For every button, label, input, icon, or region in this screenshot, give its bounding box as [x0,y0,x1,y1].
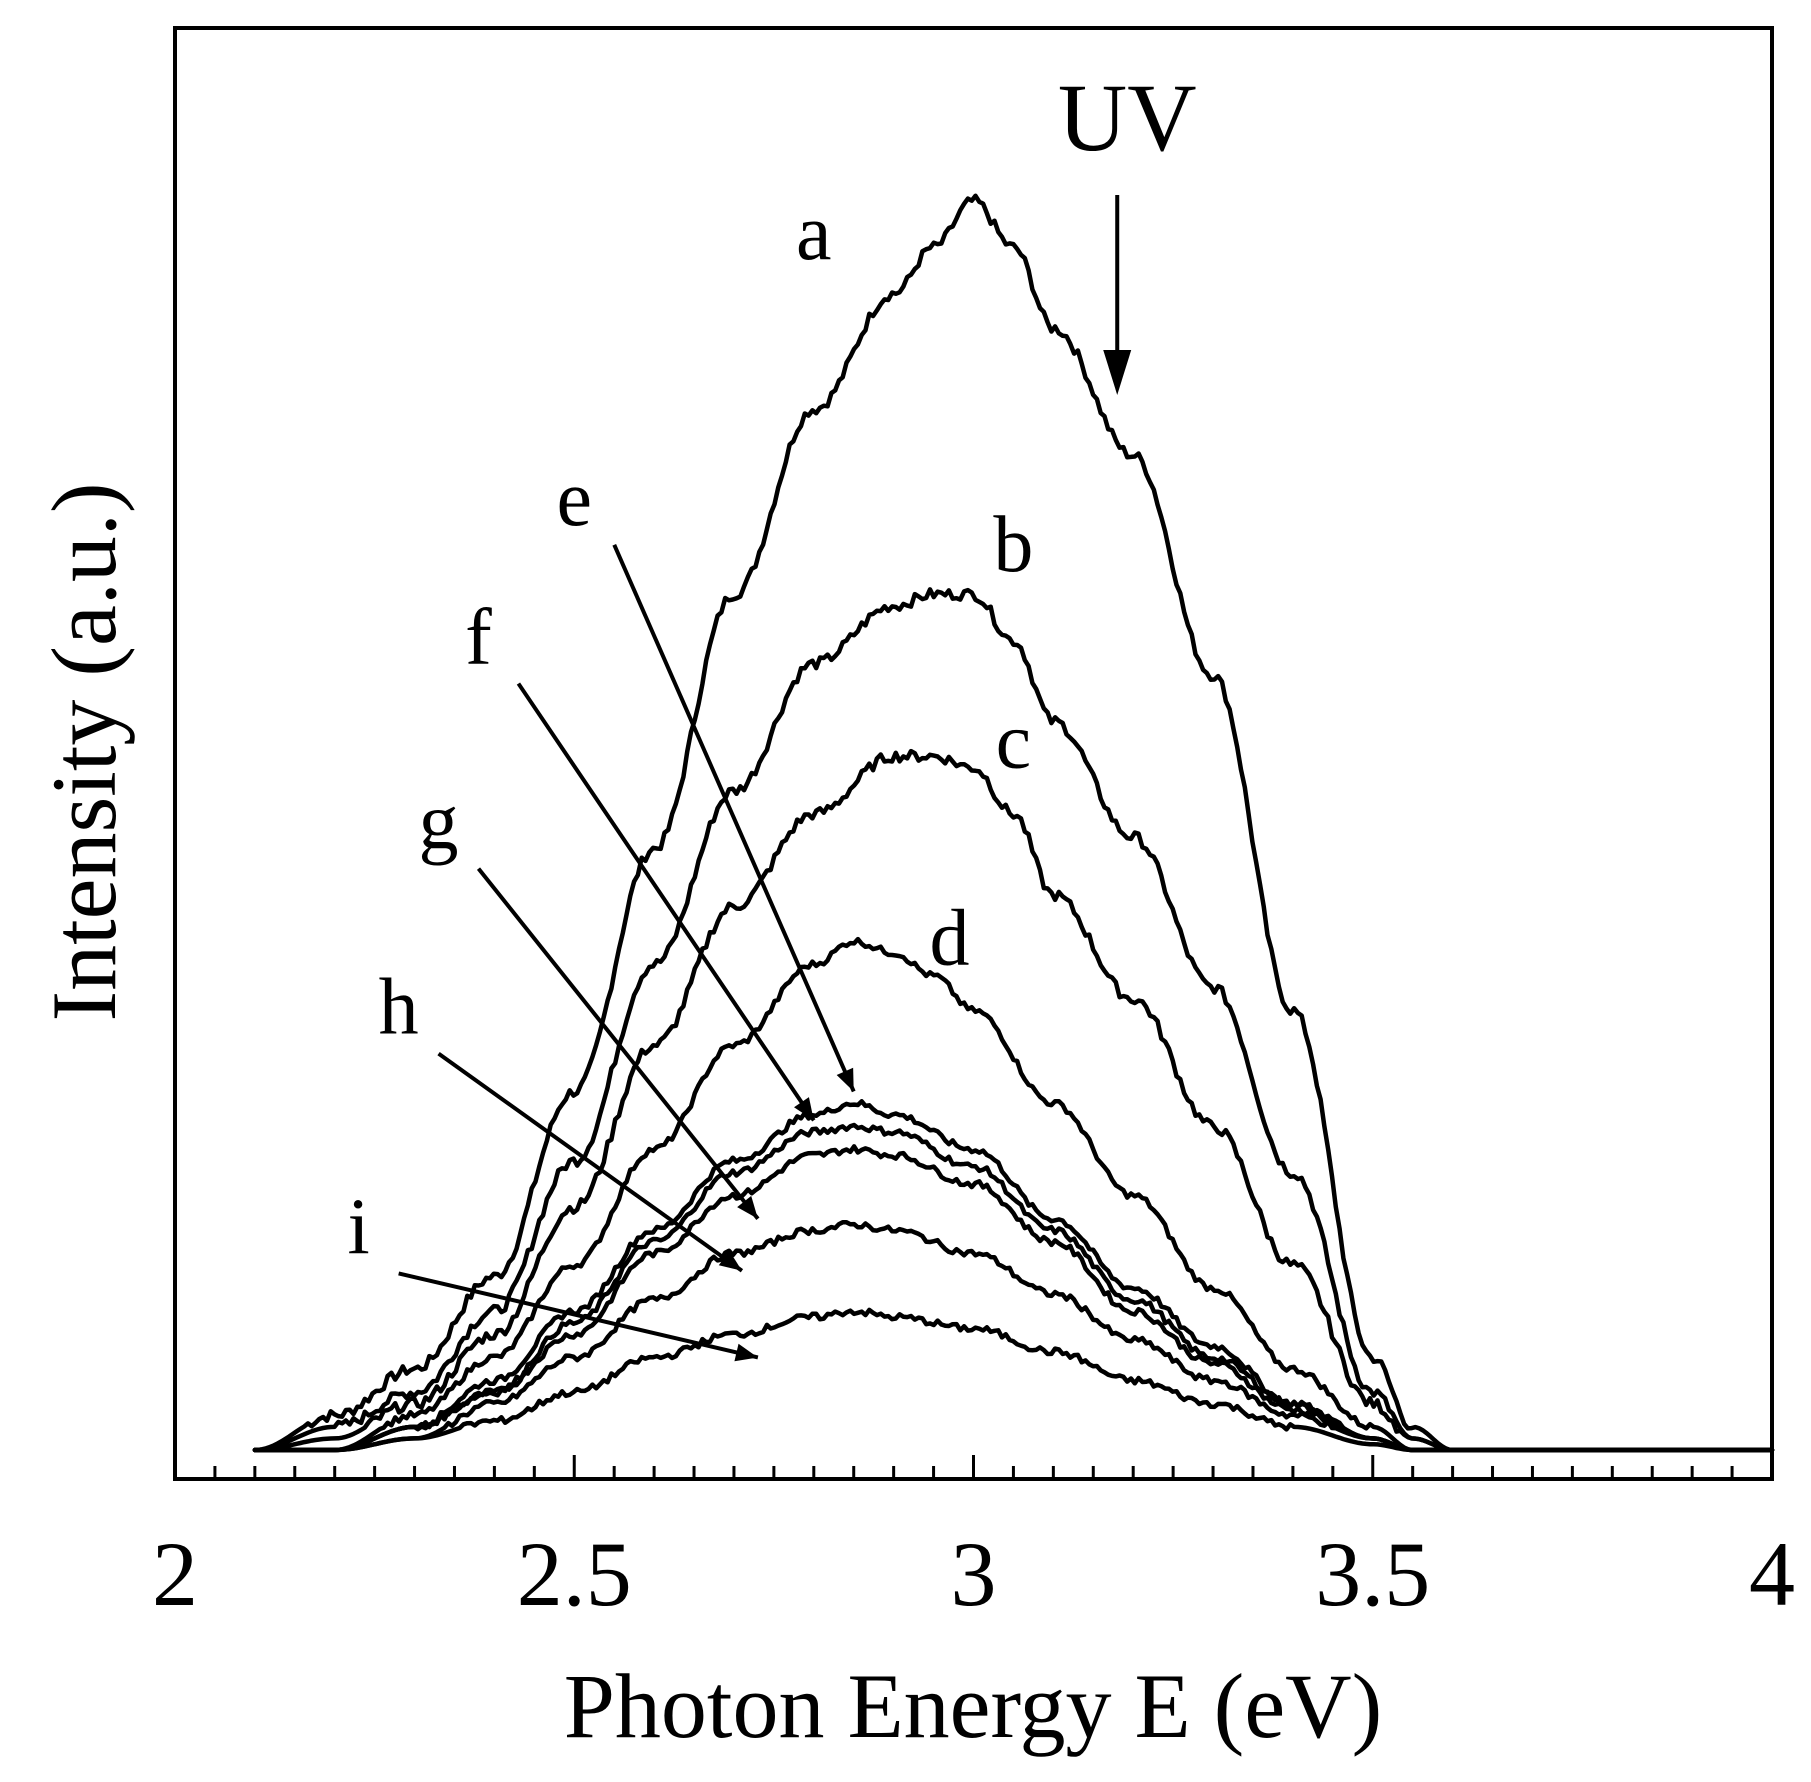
leader-arrowhead-g [737,1195,758,1219]
leader-line-h [437,1052,744,1273]
uv-arrow-head [1103,350,1132,395]
uv-annotation: UV [1058,64,1197,395]
x-axis-tick-labels: 2 2.5 3 3.5 4 [152,1523,1795,1625]
leader-arrowhead-i [734,1343,758,1362]
curve-label-d: d [930,894,970,982]
uv-label: UV [1058,64,1197,171]
leader-arrowhead-f [794,1097,814,1121]
leader-line-e [612,543,856,1093]
curve-label-e: e [556,455,592,543]
x-axis-ticks [173,1455,1774,1479]
curve-label-leaders [398,543,856,1362]
x-tick-label: 3 [951,1523,997,1625]
series-line-d [252,936,1775,1453]
series-line-h [252,1220,1775,1453]
curve-label-i: i [348,1183,370,1271]
curve-label-f: f [465,594,492,682]
leader-line-i [398,1271,759,1360]
curve-label-b: b [993,501,1033,589]
x-tick-label: 3.5 [1315,1523,1430,1625]
leader-line-g [476,867,760,1220]
series-line-c [252,748,1775,1453]
x-tick-label: 2.5 [517,1523,632,1625]
x-tick-label: 2 [152,1523,198,1625]
x-tick-label: 4 [1749,1523,1795,1625]
series-lines [252,193,1775,1453]
series-line-i [252,1307,1775,1453]
plot-frame [173,26,1774,1481]
curve-label-g: g [419,779,459,867]
curve-labels: a b c d ef g h i [348,189,1034,1272]
curve-label-a: a [796,189,832,277]
curve-label-c: c [996,698,1032,786]
leader-arrowhead-h [718,1250,742,1271]
series-line-a [252,193,1775,1453]
x-axis-label: Photon Energy E (eV) [564,1655,1382,1757]
leader-arrowhead-e [836,1067,854,1092]
leader-line-f [516,682,816,1122]
curve-label-h: h [379,964,419,1052]
y-axis-label: Intensity (a.u.) [33,482,135,1021]
